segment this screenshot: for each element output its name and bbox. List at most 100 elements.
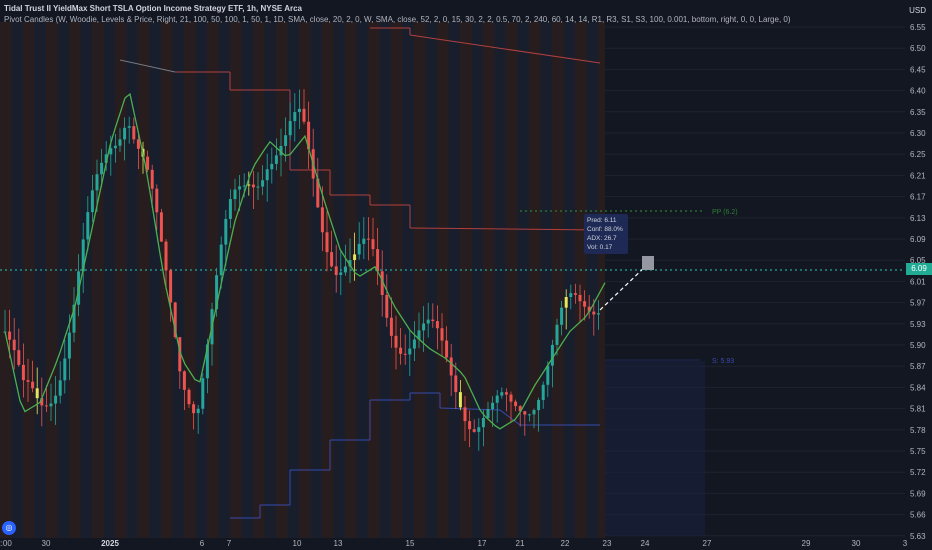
y-tick-label: 5.66 [910,511,926,520]
y-tick-label: 6.30 [910,129,926,138]
candle-body [196,408,200,414]
tooltip-conf: Conf: 88.0% [587,226,623,233]
candle-body [399,347,403,354]
candle-body [95,174,99,191]
candle-body [569,293,573,297]
candle-body [500,392,504,396]
support-label: S: 5.93 [712,358,734,365]
candle-body [573,293,577,295]
session-band [172,22,184,538]
candle-body [26,380,30,382]
candle-body [550,344,554,366]
moving-average-line [4,92,606,430]
x-tick-label: 24 [641,539,650,548]
session-band [46,22,58,538]
candle-body [353,254,357,261]
currency-label: USD [909,6,926,15]
session-band [11,22,23,538]
candle-body [270,163,274,170]
session-band [34,22,46,538]
candle-body [491,402,495,410]
candle-body [458,392,462,408]
y-tick-label: 5.69 [910,489,926,498]
candle-body [403,353,407,355]
candle-body [514,401,518,407]
candle-body [454,375,458,393]
session-band [368,22,380,538]
y-tick-label: 6.40 [910,87,926,96]
resistance-line [119,59,176,73]
y-tick-label: 5.87 [910,362,926,371]
candle-body [238,186,242,190]
y-tick-label: 5.63 [910,532,926,541]
candle-body [307,121,311,150]
candle-body [169,270,173,303]
session-band [195,22,207,538]
y-tick-label: 6.05 [910,256,926,265]
y-tick-label: 6.50 [910,44,926,53]
candle-body [477,427,481,432]
session-band [448,22,460,538]
candle-body [371,239,375,250]
candle-body [463,407,467,422]
candle-body [426,319,430,324]
y-tick-label: 5.84 [910,383,926,392]
candle-body [518,406,522,412]
x-tick-label: 13 [334,539,343,548]
y-tick-label: 6.13 [910,214,926,223]
session-band [23,22,35,538]
x-tick-label: 27 [703,539,712,548]
x-tick-label: 22 [561,539,570,548]
candle-body [385,295,389,318]
tradingview-logo-icon[interactable]: ◎ [2,521,16,535]
candle-body [109,148,113,155]
session-band [310,22,322,538]
candle-body [555,324,559,345]
candle-body [219,244,223,276]
x-tick-label: 3 [903,539,908,548]
session-band [103,22,115,538]
candle-body [560,307,564,325]
support-zone [605,361,705,536]
candle-body [316,178,320,208]
candle-body [224,218,228,245]
y-tick-label: 6.17 [910,193,926,202]
candle-body [90,190,94,213]
session-band [287,22,299,538]
session-band [552,22,564,538]
candle-body [187,389,191,405]
candle-body [242,185,246,187]
candle-body [228,199,232,219]
x-tick-label: 23 [603,539,612,548]
candle-body [587,306,591,312]
x-tick-label: 6 [200,539,205,548]
candle-body [40,398,44,406]
candle-body [104,154,108,163]
chart-title: Tidal Trust II YieldMax Short TSLA Optio… [4,4,302,13]
candle-body [178,337,182,372]
session-band [92,22,104,538]
session-band [506,22,518,538]
candle-body [504,392,508,395]
candle-body [348,260,352,267]
tooltip-adx: ADX: 26.7 [587,235,617,242]
session-band [207,22,219,538]
session-band [230,22,242,538]
candle-body [118,139,122,146]
candle-body [265,169,269,181]
last-price-badge: 6.09 [906,263,932,275]
candle-body [123,127,127,140]
candle-body [394,335,398,348]
candle-body [445,340,449,358]
candle-body [35,388,39,399]
session-band [115,22,127,538]
candle-body [583,301,587,307]
x-tick-label: 7 [227,539,232,548]
candle-body [408,348,412,355]
session-band [391,22,403,538]
session-band [345,22,357,538]
session-band [276,22,288,538]
candle-body [449,357,453,376]
candle-body [546,365,550,385]
